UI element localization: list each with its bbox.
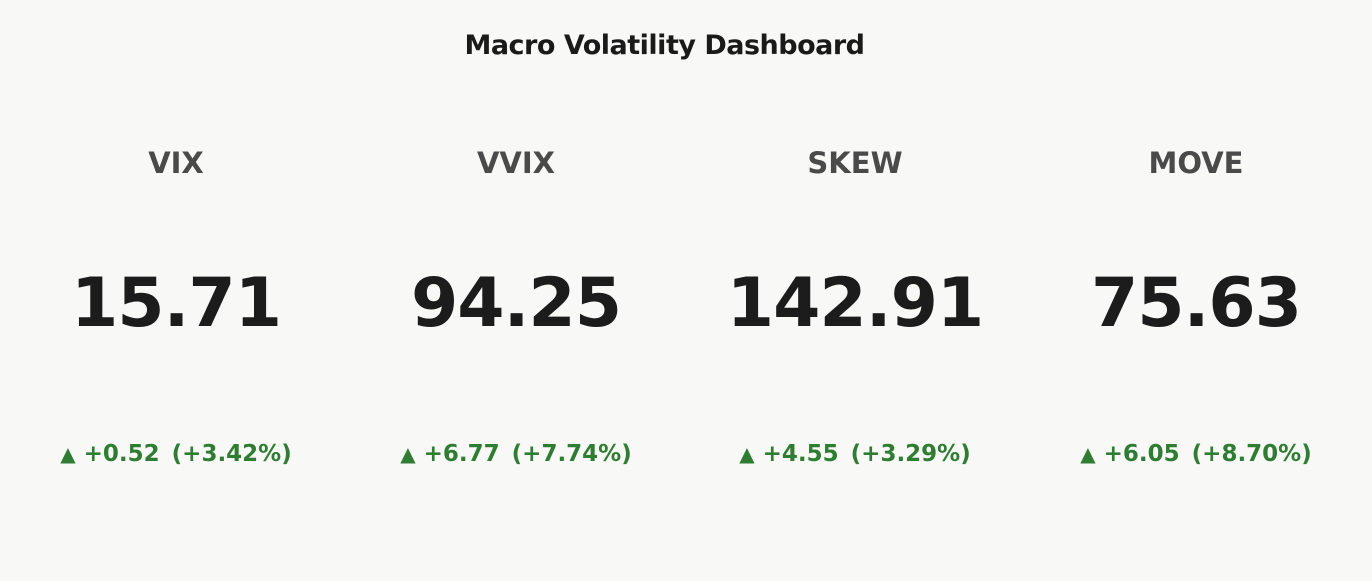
kpi-label: SKEW bbox=[807, 146, 903, 180]
kpi-tile-vix: VIX 15.71 ▲ +0.52 (+3.42%) bbox=[6, 0, 346, 581]
kpi-value: 94.25 bbox=[410, 264, 622, 343]
kpi-change: ▲ +6.05 (+8.70%) bbox=[1026, 441, 1366, 467]
kpi-change-pct: (+8.70%) bbox=[1191, 441, 1312, 467]
page-title: Macro Volatility Dashboard bbox=[464, 30, 865, 61]
kpi-value: 15.71 bbox=[70, 264, 282, 343]
kpi-change-abs: +4.55 bbox=[762, 441, 839, 467]
up-arrow-icon: ▲ bbox=[1080, 442, 1096, 466]
kpi-value: 142.91 bbox=[726, 264, 984, 343]
up-arrow-icon: ▲ bbox=[400, 442, 416, 466]
kpi-change-abs: +6.77 bbox=[423, 441, 500, 467]
kpi-label: VVIX bbox=[476, 146, 556, 180]
kpi-tile-skew: SKEW 142.91 ▲ +4.55 (+3.29%) bbox=[685, 0, 1025, 581]
kpi-label: MOVE bbox=[1148, 146, 1244, 180]
kpi-change: ▲ +4.55 (+3.29%) bbox=[685, 441, 1025, 467]
kpi-change-pct: (+3.29%) bbox=[850, 441, 971, 467]
kpi-change-pct: (+3.42%) bbox=[171, 441, 292, 467]
kpi-change: ▲ +6.77 (+7.74%) bbox=[346, 441, 686, 467]
kpi-tile-vvix: VVIX 94.25 ▲ +6.77 (+7.74%) bbox=[346, 0, 686, 581]
kpi-value: 75.63 bbox=[1090, 264, 1302, 343]
kpi-change-abs: +0.52 bbox=[83, 441, 160, 467]
kpi-change: ▲ +0.52 (+3.42%) bbox=[6, 441, 346, 467]
kpi-label: VIX bbox=[148, 146, 204, 180]
up-arrow-icon: ▲ bbox=[60, 442, 76, 466]
up-arrow-icon: ▲ bbox=[739, 442, 755, 466]
kpi-change-pct: (+7.74%) bbox=[511, 441, 632, 467]
kpi-change-abs: +6.05 bbox=[1103, 441, 1180, 467]
kpi-tile-move: MOVE 75.63 ▲ +6.05 (+8.70%) bbox=[1026, 0, 1366, 581]
